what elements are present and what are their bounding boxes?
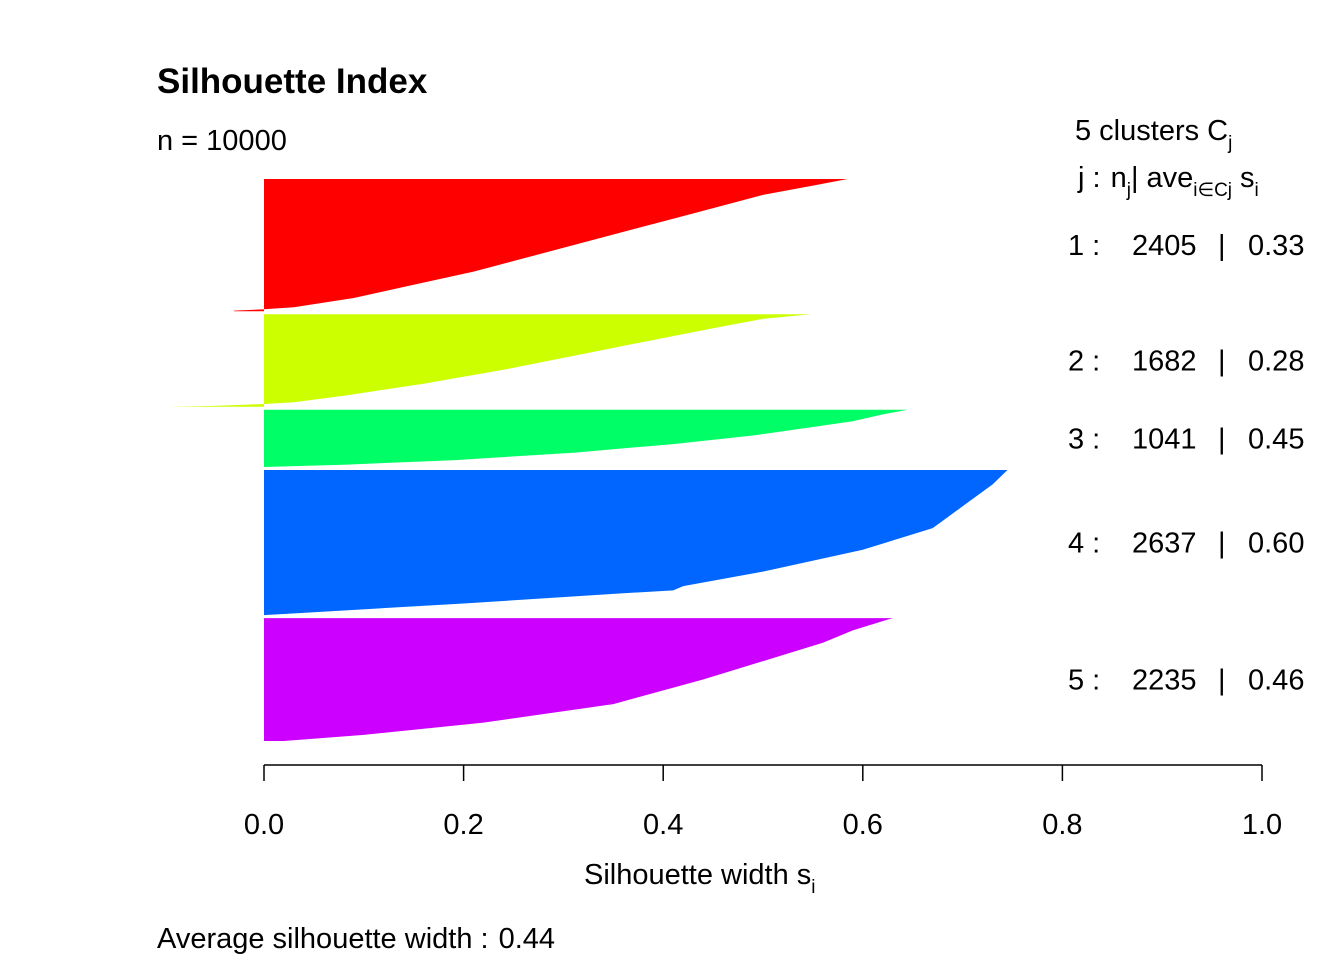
x-tick-label: 0.8 bbox=[1042, 809, 1082, 841]
legend-cluster-size: 1682 bbox=[1132, 346, 1197, 378]
legend-cluster-avg: 0.45 bbox=[1248, 423, 1304, 455]
x-tick-label: 0.6 bbox=[843, 809, 883, 841]
legend-rows: 1 : 2405 | 0.33 2 : 1682 | 0.28 3 : 1041 | 0.45 4 : 2… bbox=[1068, 230, 1304, 696]
legend-cluster-avg: 0.28 bbox=[1248, 346, 1304, 378]
legend-cluster-avg: 0.60 bbox=[1248, 528, 1304, 560]
cluster-4-silhouette bbox=[264, 470, 1008, 616]
legend-row-3: 3 : 1041 | 0.45 bbox=[1068, 423, 1304, 455]
cluster-3-silhouette bbox=[264, 409, 908, 467]
legend-cluster-id: 2 : bbox=[1068, 346, 1100, 378]
legend-col-n-sub: j bbox=[1126, 180, 1131, 201]
legend-cluster-size: 1041 bbox=[1132, 423, 1197, 455]
x-axis-label-s: s bbox=[797, 859, 812, 891]
legend-cluster-avg: 0.46 bbox=[1248, 665, 1304, 697]
legend-col-n: n bbox=[1111, 162, 1127, 194]
legend-row-1: 1 : 2405 | 0.33 bbox=[1068, 230, 1304, 262]
x-axis-label: Silhouette width si bbox=[584, 859, 815, 898]
legend-clusters-text: 5 clusters C bbox=[1075, 115, 1228, 147]
x-tick-label: 0.2 bbox=[443, 809, 483, 841]
legend-cluster-avg: 0.33 bbox=[1248, 230, 1304, 262]
legend-row-5: 5 : 2235 | 0.46 bbox=[1068, 665, 1304, 697]
legend-separator: | bbox=[1218, 528, 1226, 560]
legend-header-columns: j : nj| avei∈Cj si bbox=[1077, 162, 1259, 201]
x-tick-label: 0.4 bbox=[643, 809, 683, 841]
cluster-5-silhouette bbox=[264, 618, 893, 741]
legend-col-j: j : bbox=[1077, 162, 1101, 194]
legend-header-clusters: 5 clusters Cj bbox=[1075, 115, 1232, 154]
legend-col-s: s bbox=[1240, 162, 1255, 194]
legend-separator: | bbox=[1218, 665, 1226, 697]
legend-row-2: 2 : 1682 | 0.28 bbox=[1068, 346, 1304, 378]
x-axis-label-text: Silhouette width bbox=[584, 859, 789, 891]
cluster-1-silhouette bbox=[234, 179, 848, 312]
legend-cluster-size: 2235 bbox=[1132, 665, 1197, 697]
legend-separator: | bbox=[1218, 230, 1226, 262]
legend-col-ave: | ave bbox=[1131, 162, 1193, 194]
cluster-2-silhouette bbox=[169, 314, 811, 407]
legend-col-s-sub: i bbox=[1255, 180, 1259, 201]
average-width-label: Average silhouette width : bbox=[157, 923, 489, 955]
legend-separator: | bbox=[1218, 423, 1226, 455]
x-tick-label: 0.0 bbox=[244, 809, 284, 841]
x-axis-label-sub: i bbox=[811, 877, 815, 898]
average-width-footer: Average silhouette width : 0.44 bbox=[157, 923, 555, 955]
legend-col-ave-sub: i∈Cj bbox=[1193, 180, 1232, 201]
chart-title: Silhouette Index bbox=[157, 62, 428, 101]
cluster-legend: 5 clusters Cj j : nj| avei∈Cj si 1 :2405 | 0… bbox=[1068, 115, 1304, 697]
legend-separator: | bbox=[1218, 346, 1226, 378]
legend-clusters-sub: j bbox=[1227, 133, 1232, 154]
legend-row-4: 4 : 2637 | 0.60 bbox=[1068, 528, 1304, 560]
cluster-bars bbox=[169, 179, 1008, 741]
legend-cluster-id: 1 : bbox=[1068, 230, 1100, 262]
legend-cluster-id: 5 : bbox=[1068, 665, 1100, 697]
legend-cluster-id: 3 : bbox=[1068, 423, 1100, 455]
legend-cluster-size: 2637 bbox=[1132, 528, 1197, 560]
average-width-value: 0.44 bbox=[499, 923, 555, 955]
legend-cluster-id: 4 : bbox=[1068, 528, 1100, 560]
legend-cluster-size: 2405 bbox=[1132, 230, 1197, 262]
x-axis: 0.0 0.2 0.4 0.6 0.8 1.0 bbox=[244, 764, 1282, 841]
chart-subtitle: n = 10000 bbox=[157, 125, 287, 157]
x-tick-label: 1.0 bbox=[1242, 809, 1282, 841]
